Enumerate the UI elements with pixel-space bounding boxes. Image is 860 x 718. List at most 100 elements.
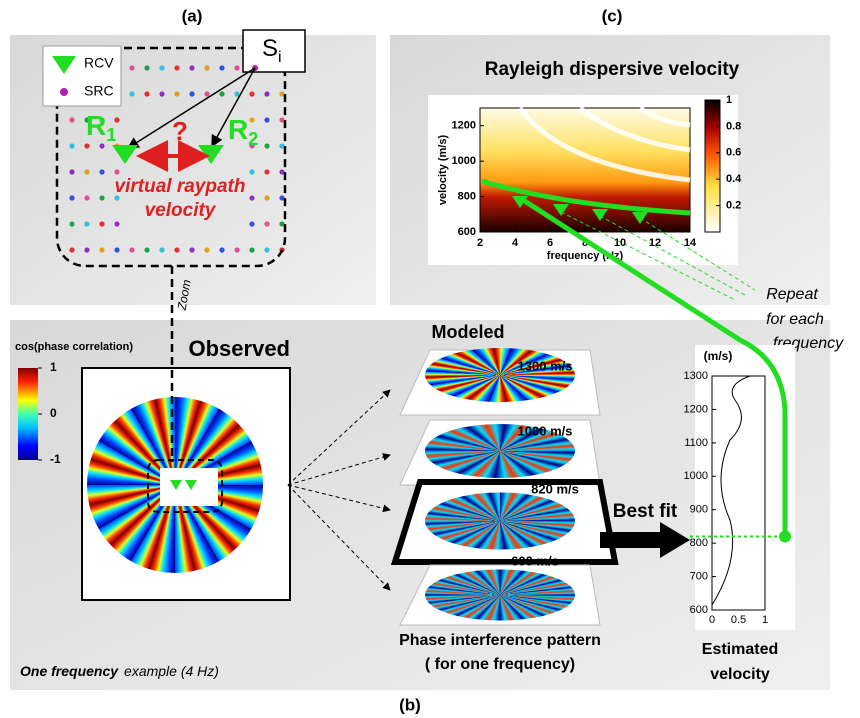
station xyxy=(234,247,239,252)
estimate-point xyxy=(779,530,791,542)
best-fit-arrow xyxy=(600,522,690,558)
station xyxy=(204,91,209,96)
x-tick-label: 10 xyxy=(614,237,626,249)
legend-label: RCV xyxy=(84,55,114,71)
station xyxy=(129,247,134,252)
station xyxy=(159,91,164,96)
station xyxy=(69,117,74,122)
station xyxy=(114,221,119,226)
station xyxy=(234,65,239,70)
station xyxy=(219,65,224,70)
station xyxy=(144,65,149,70)
station xyxy=(69,169,74,174)
receiver xyxy=(112,145,138,164)
station xyxy=(264,247,269,252)
caption: virtual raypath xyxy=(115,176,246,197)
panel-label: (a) xyxy=(182,6,203,25)
colorbar-tick-label: 0.4 xyxy=(726,173,742,185)
caption: Estimated xyxy=(702,641,778,658)
y-tick-label: 600 xyxy=(690,604,708,616)
colorbar-tick-label: 1 xyxy=(726,94,732,106)
y-tick-label: 1200 xyxy=(684,403,708,415)
station xyxy=(99,195,104,200)
station xyxy=(69,143,74,148)
station xyxy=(204,247,209,252)
station xyxy=(69,221,74,226)
x-tick-label: 1 xyxy=(762,614,768,626)
station xyxy=(249,91,254,96)
station xyxy=(99,169,104,174)
question-mark: ? xyxy=(172,116,188,146)
station xyxy=(69,195,74,200)
station xyxy=(159,65,164,70)
annotation: Repeat xyxy=(766,286,818,303)
station xyxy=(249,195,254,200)
y-tick-label: 900 xyxy=(690,504,708,516)
station xyxy=(99,221,104,226)
y-tick-label: 1200 xyxy=(452,120,476,132)
y-tick-label: 600 xyxy=(458,226,476,238)
x-tick-label: 12 xyxy=(649,237,661,249)
colorbar-tick-label: -1 xyxy=(50,452,61,466)
station xyxy=(264,91,269,96)
y-tick-label: 1300 xyxy=(684,370,708,382)
figure: (a) (c) (b) RCV SRC Si R1 R2 ? virtual r… xyxy=(0,0,860,718)
y-tick-label: 800 xyxy=(458,190,476,202)
station xyxy=(84,247,89,252)
x-tick-label: 6 xyxy=(547,237,553,249)
station xyxy=(264,117,269,122)
modeled-label: Modeled xyxy=(431,322,504,342)
zoom-label: Zoom xyxy=(174,279,193,313)
heatmap xyxy=(480,108,690,232)
station xyxy=(174,65,179,70)
station xyxy=(144,247,149,252)
panel-label: (b) xyxy=(399,695,421,714)
x-tick-label: 4 xyxy=(512,237,519,249)
legend-label: SRC xyxy=(84,83,114,99)
y-tick-label: 700 xyxy=(690,570,708,582)
x-tick-label: 14 xyxy=(684,237,697,249)
caption: velocity xyxy=(710,666,770,683)
station xyxy=(129,65,134,70)
annotation: for each xyxy=(766,311,824,328)
station xyxy=(129,91,134,96)
station xyxy=(264,143,269,148)
center-gap xyxy=(160,468,218,506)
station xyxy=(189,65,194,70)
velocity-label: 600 m/s xyxy=(511,553,559,568)
velocity-label: 820 m/s xyxy=(531,481,579,496)
station xyxy=(249,221,254,226)
panel-label: (c) xyxy=(602,6,623,25)
station xyxy=(249,117,254,122)
velocity-label: 1000 m/s xyxy=(518,423,573,438)
colorbar-tick-label: 1 xyxy=(50,360,57,374)
colorbar-title: cos(phase correlation) xyxy=(15,341,133,353)
title: Rayleigh dispersive velocity xyxy=(485,59,740,80)
footnote: One frequencyexample (4 Hz) xyxy=(20,663,219,679)
x-tick-label: 2 xyxy=(477,237,483,249)
colorbar-tick-label: 0.2 xyxy=(726,200,741,212)
y-tick-label: 1100 xyxy=(684,437,708,449)
station xyxy=(174,91,179,96)
station xyxy=(249,169,254,174)
station xyxy=(84,221,89,226)
model-arrows xyxy=(288,390,390,590)
colorbar xyxy=(18,368,38,460)
y-tick-label: 1000 xyxy=(452,155,476,167)
y-axis-label: velocity (m/s) xyxy=(437,135,449,206)
station xyxy=(114,169,119,174)
station xyxy=(99,247,104,252)
station xyxy=(159,247,164,252)
station xyxy=(264,169,269,174)
caption: velocity xyxy=(145,200,217,221)
station xyxy=(69,247,74,252)
colorbar xyxy=(705,100,720,232)
station xyxy=(114,117,119,122)
station xyxy=(84,169,89,174)
best-fit-label: Best fit xyxy=(613,501,678,522)
colorbar-tick-label: 0 xyxy=(50,406,57,420)
y-tick-label: 1000 xyxy=(684,470,708,482)
velocity-label: 1300 m/s xyxy=(518,358,573,373)
station xyxy=(189,247,194,252)
station xyxy=(219,91,224,96)
